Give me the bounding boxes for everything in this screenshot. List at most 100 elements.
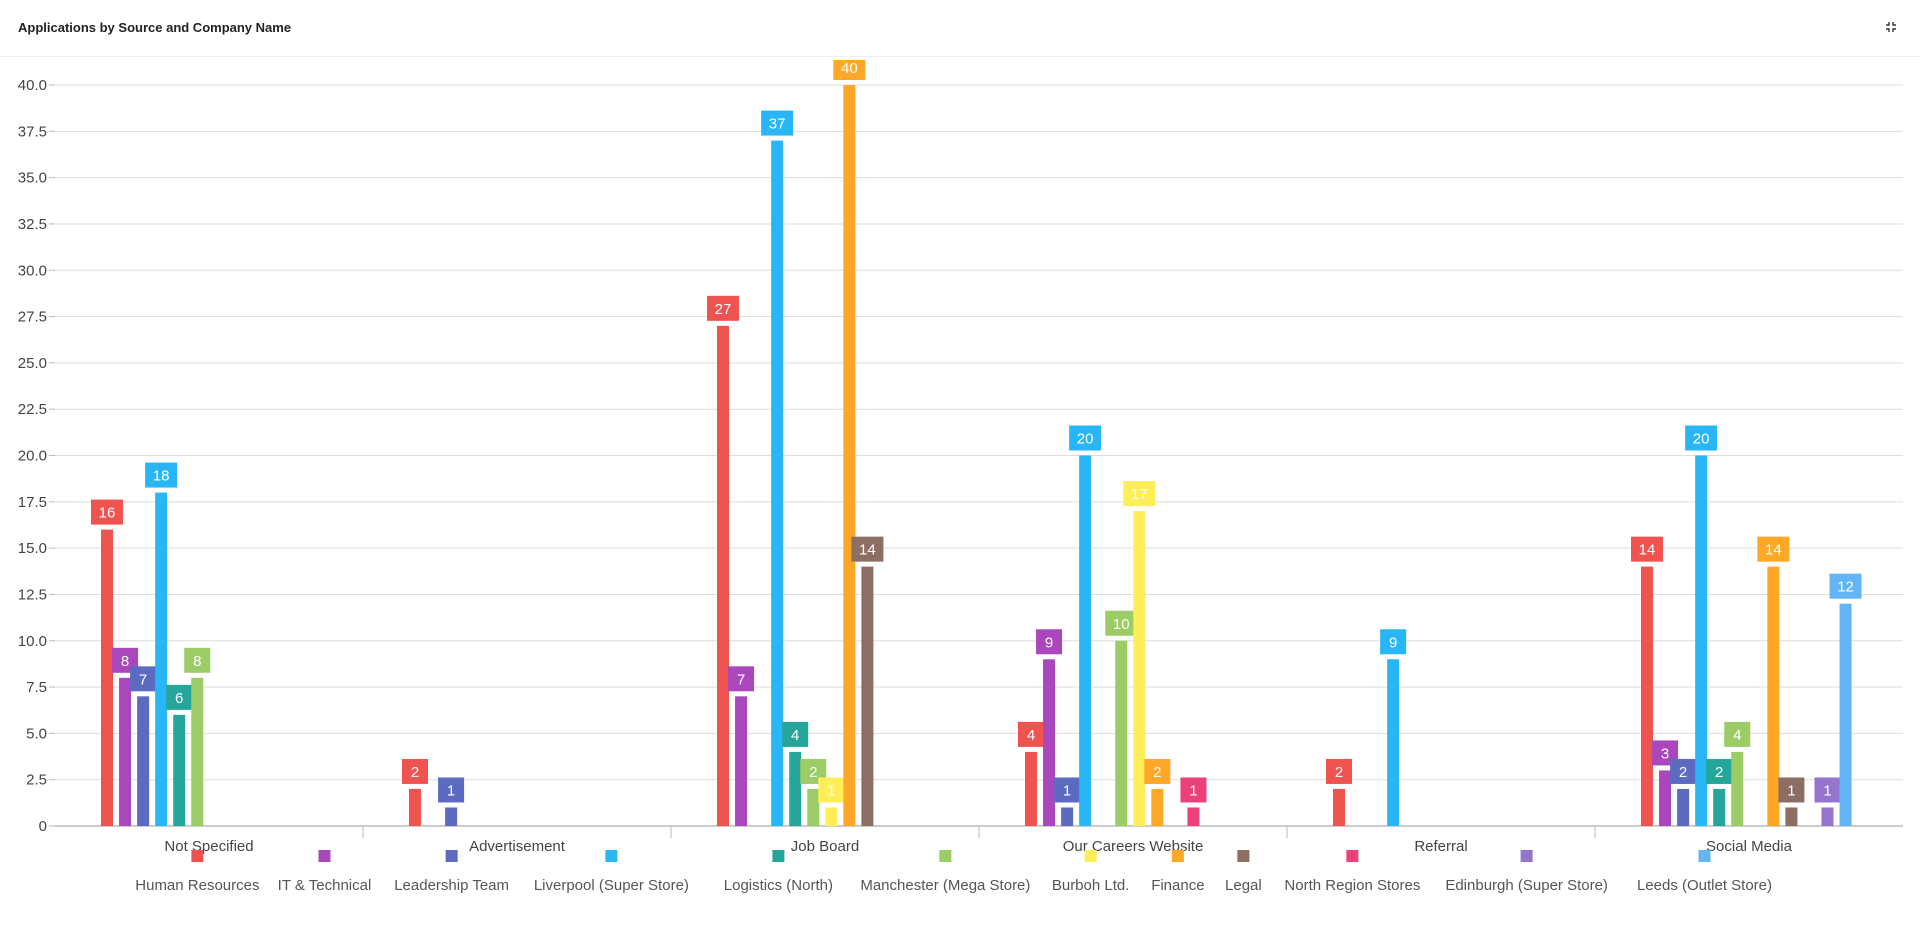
x-tick-label: Social Media bbox=[1706, 838, 1793, 855]
chart-header: Applications by Source and Company Name bbox=[0, 0, 1920, 57]
legend-swatch bbox=[445, 850, 458, 862]
data-label: 3 bbox=[1661, 745, 1669, 762]
y-tick-label: 7.5 bbox=[26, 679, 47, 696]
data-label-box bbox=[1670, 758, 1697, 784]
bar bbox=[137, 696, 150, 826]
data-label: 20 bbox=[1077, 431, 1094, 448]
data-label-box bbox=[130, 666, 157, 692]
legend-swatch bbox=[318, 850, 331, 862]
data-label: 37 bbox=[769, 116, 786, 133]
legend-label: North Region Stores bbox=[1284, 877, 1420, 894]
data-label-box bbox=[818, 777, 845, 803]
data-label: 1 bbox=[1189, 782, 1197, 799]
legend-swatch bbox=[939, 850, 952, 862]
data-label: 20 bbox=[1693, 431, 1710, 448]
bar bbox=[1133, 511, 1146, 826]
bar bbox=[1713, 788, 1726, 826]
bar bbox=[1043, 659, 1056, 826]
data-label-box bbox=[1105, 610, 1138, 636]
data-label-box bbox=[782, 721, 809, 747]
data-label-box bbox=[184, 647, 211, 673]
legend-label: Finance bbox=[1151, 877, 1204, 894]
data-label-box bbox=[1829, 573, 1862, 599]
data-label-box bbox=[1778, 777, 1805, 803]
bar bbox=[1839, 603, 1852, 826]
bar bbox=[1677, 788, 1690, 826]
legend-swatch bbox=[1698, 850, 1711, 862]
legend-label: Logistics (North) bbox=[724, 877, 833, 894]
data-label: 27 bbox=[715, 301, 732, 318]
data-label-box bbox=[1706, 758, 1733, 784]
bar bbox=[1731, 751, 1744, 826]
bar bbox=[1333, 788, 1345, 826]
y-tick-label: 17.5 bbox=[18, 494, 47, 511]
y-tick-label: 32.5 bbox=[18, 216, 47, 233]
y-tick-label: 22.5 bbox=[18, 401, 47, 418]
legend-label: Edinburgh (Super Store) bbox=[1445, 877, 1608, 894]
data-label: 4 bbox=[791, 727, 799, 744]
data-label: 8 bbox=[193, 653, 201, 670]
x-tick-label: Our Careers Website bbox=[1063, 838, 1204, 855]
x-tick-label: Referral bbox=[1414, 838, 1467, 855]
data-label: 6 bbox=[175, 690, 183, 707]
y-tick-label: 10.0 bbox=[18, 633, 47, 650]
bar bbox=[1695, 455, 1708, 826]
y-tick-label: 0 bbox=[39, 818, 47, 835]
data-label: 9 bbox=[1389, 634, 1397, 651]
bar bbox=[1061, 807, 1074, 826]
bar bbox=[1641, 566, 1653, 826]
bar bbox=[155, 492, 168, 826]
data-label: 4 bbox=[1027, 727, 1035, 744]
data-label: 14 bbox=[1639, 542, 1656, 559]
data-label: 2 bbox=[1715, 764, 1723, 781]
data-label-box bbox=[1018, 721, 1044, 747]
data-label: 1 bbox=[1787, 782, 1795, 799]
x-tick-label: Advertisement bbox=[469, 838, 566, 855]
legend-swatch bbox=[1520, 850, 1533, 862]
data-label-box bbox=[1054, 777, 1081, 803]
bar bbox=[1151, 788, 1164, 826]
bar bbox=[771, 140, 784, 826]
legend-swatch bbox=[1084, 850, 1097, 862]
y-tick-label: 20.0 bbox=[18, 448, 47, 465]
data-label-box bbox=[1123, 481, 1156, 507]
data-label: 7 bbox=[139, 671, 147, 688]
bar bbox=[409, 788, 421, 826]
collapse-icon[interactable] bbox=[1882, 18, 1900, 36]
legend-label: Burboh Ltd. bbox=[1052, 877, 1130, 894]
data-label-box bbox=[91, 499, 123, 525]
data-label-box bbox=[1685, 425, 1718, 451]
data-label: 9 bbox=[1045, 634, 1053, 651]
bar bbox=[717, 325, 729, 826]
y-tick-label: 40.0 bbox=[18, 77, 47, 94]
legend-swatch bbox=[1237, 850, 1250, 862]
legend-label: Legal bbox=[1225, 877, 1262, 894]
bar bbox=[807, 788, 820, 826]
data-label: 40 bbox=[841, 60, 858, 77]
data-label-box bbox=[1724, 721, 1751, 747]
data-label-box bbox=[166, 684, 193, 710]
data-label-box bbox=[1380, 629, 1407, 655]
data-label: 1 bbox=[827, 782, 835, 799]
y-tick-label: 5.0 bbox=[26, 725, 47, 742]
data-label: 16 bbox=[99, 505, 116, 522]
bar bbox=[173, 714, 186, 826]
data-label: 2 bbox=[809, 764, 817, 781]
bar bbox=[101, 529, 113, 826]
data-label-box bbox=[145, 462, 178, 488]
y-tick-label: 25.0 bbox=[18, 355, 47, 372]
bar bbox=[1767, 566, 1780, 826]
bar bbox=[735, 696, 748, 826]
legend-label: Leeds (Outlet Store) bbox=[1637, 877, 1772, 894]
bar bbox=[843, 85, 856, 826]
data-label-box bbox=[761, 110, 794, 136]
bar bbox=[445, 807, 458, 826]
data-label-box bbox=[438, 777, 465, 803]
chart-title: Applications by Source and Company Name bbox=[18, 20, 292, 35]
data-label-box bbox=[1144, 758, 1171, 784]
bar bbox=[825, 807, 838, 826]
y-tick-label: 30.0 bbox=[18, 262, 47, 279]
data-label-box bbox=[1757, 536, 1790, 562]
data-label-box bbox=[402, 758, 428, 784]
bar bbox=[1821, 807, 1834, 826]
